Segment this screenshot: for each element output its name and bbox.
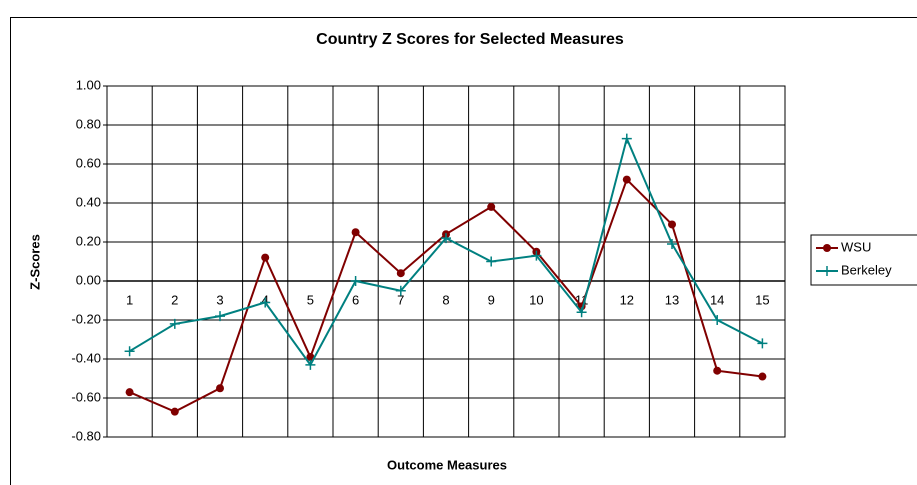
x-tick-label: 2	[171, 292, 178, 307]
x-tick-label: 7	[397, 292, 404, 307]
legend-label: WSU	[841, 239, 871, 254]
x-tick-label: 1	[126, 292, 133, 307]
marker	[169, 318, 180, 329]
marker	[350, 276, 361, 286]
marker	[712, 315, 723, 325]
marker	[441, 233, 451, 244]
marker	[622, 175, 631, 184]
y-tick-label: -0.60	[71, 389, 101, 404]
marker	[668, 220, 676, 229]
marker	[170, 407, 179, 416]
marker	[531, 250, 542, 261]
marker	[667, 238, 677, 249]
marker	[396, 269, 405, 278]
y-tick-label: 0.00	[76, 272, 101, 287]
marker	[261, 253, 270, 262]
y-tick-label: 0.80	[76, 116, 101, 131]
x-axis-label: Outcome Measures	[387, 457, 507, 472]
marker	[576, 307, 587, 318]
x-tick-label: 3	[216, 292, 223, 307]
marker	[621, 133, 632, 144]
marker	[713, 366, 722, 375]
chart-title: Country Z Scores for Selected Measures	[316, 31, 624, 48]
y-tick-label: 0.40	[76, 194, 101, 209]
marker	[125, 388, 134, 397]
y-tick-label: -0.20	[71, 311, 101, 326]
legend-box	[810, 234, 917, 286]
x-tick-label: 15	[755, 292, 769, 307]
y-axis-label: Z-Scores	[27, 234, 42, 290]
marker	[215, 311, 225, 322]
y-tick-label: -0.80	[71, 428, 101, 443]
marker	[486, 256, 497, 267]
marker	[758, 372, 767, 381]
x-tick-label: 9	[488, 292, 495, 307]
plot-area	[106, 85, 786, 438]
marker	[351, 228, 360, 237]
y-tick-label: -0.40	[71, 350, 101, 365]
y-tick-label: 0.20	[76, 233, 101, 248]
legend-label: Berkeley	[841, 262, 892, 277]
y-tick-label: 1.00	[76, 77, 101, 92]
marker	[216, 384, 224, 393]
x-tick-label: 6	[352, 292, 359, 307]
legend-marker	[823, 244, 831, 252]
x-tick-label: 14	[710, 292, 724, 307]
x-tick-label: 10	[529, 292, 543, 307]
x-tick-label: 12	[620, 292, 634, 307]
marker	[487, 202, 496, 211]
x-tick-label: 5	[307, 292, 314, 307]
marker	[124, 346, 135, 357]
marker	[395, 285, 406, 296]
x-tick-label: 13	[665, 292, 679, 307]
marker	[260, 297, 271, 308]
y-tick-label: 0.60	[76, 155, 101, 170]
marker	[305, 359, 316, 370]
legend-marker	[822, 266, 832, 276]
x-tick-label: 8	[442, 292, 449, 307]
marker	[757, 338, 768, 349]
